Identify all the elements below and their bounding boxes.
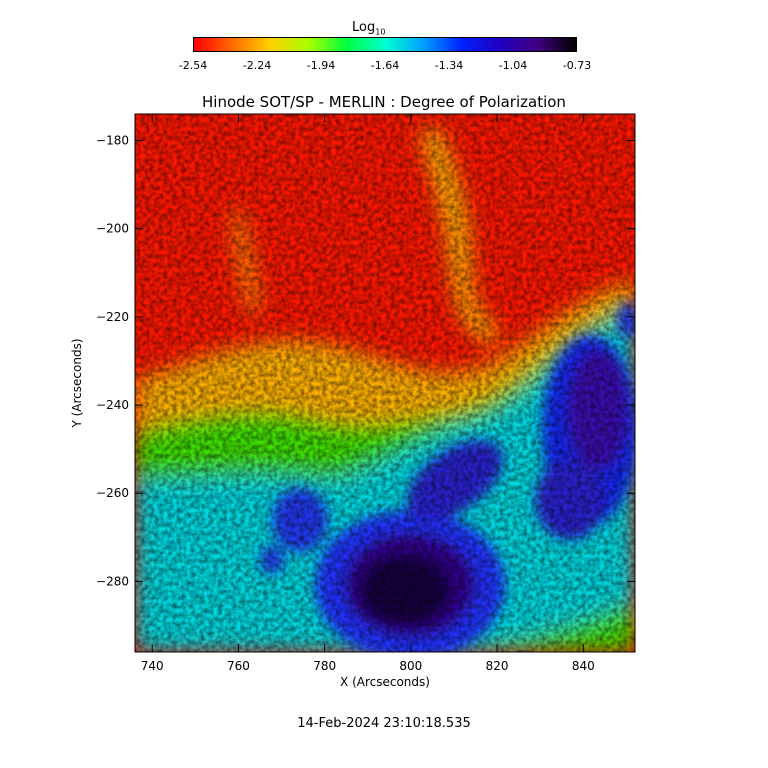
y-axis: −180 −200 −220 −240 −260 −280 [96,133,635,588]
y-tick-label: −240 [96,398,129,412]
y-tick-label: −220 [96,310,129,324]
x-axis: 740 760 780 800 820 840 [141,114,595,673]
colorbar-tick-label: -0.73 [562,59,592,72]
x-axis-label: X (Arcseconds) [340,675,430,689]
y-tick-label: −260 [96,486,129,500]
heatmap-image [135,114,635,652]
y-axis-label: Y (Arcseconds) [70,338,84,428]
colorbar-tick-label: -2.24 [242,59,272,72]
x-tick-label: 820 [486,659,509,673]
x-tick-label: 780 [313,659,336,673]
colorbar-tick-label: -1.64 [370,59,400,72]
x-tick-label: 760 [227,659,250,673]
y-tick-label: −200 [96,222,129,236]
y-tick-label: −180 [96,133,129,147]
y-tick-label: −280 [96,574,129,588]
colorbar-tick-label: -1.34 [434,59,464,72]
heatmap-texture [135,114,635,652]
x-tick-label: 740 [141,659,164,673]
colorbar-tick-label: -1.94 [306,59,336,72]
colorbar-title: Log10 [352,20,386,37]
colorbar-tick-label: -1.04 [498,59,528,72]
plot-frame [134,113,636,653]
colorbar-tick-label: -2.54 [178,59,208,72]
x-tick-label: 800 [399,659,422,673]
footer-timestamp: 14-Feb-2024 23:10:18.535 [297,716,471,731]
plot-title: Hinode SOT/SP - MERLIN : Degree of Polar… [202,93,566,111]
colorbar [193,37,577,52]
x-tick-label: 840 [572,659,595,673]
